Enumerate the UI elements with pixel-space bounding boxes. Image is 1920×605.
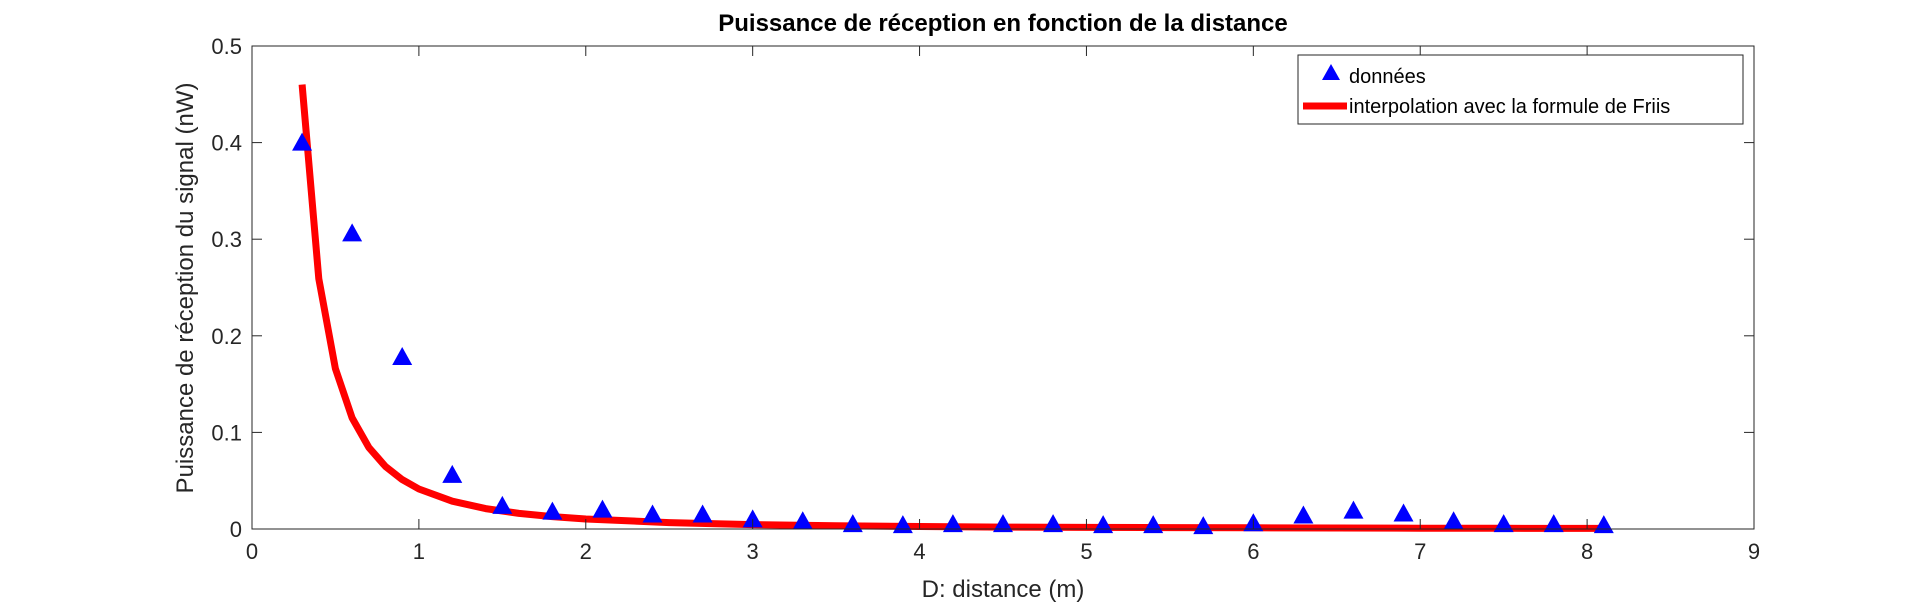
y-tick-label: 0.3 [211,227,242,252]
y-tick-label: 0.1 [211,420,242,445]
data-point [1343,500,1364,519]
points-layer [292,132,1614,535]
data-point [792,511,813,530]
ticks-layer: 0 1 2 3 4 5 6 7 8 9 0 0.1 0.2 0.3 0.4 0.5 [211,34,1760,564]
data-point [492,495,513,514]
x-tick-label: 5 [1080,539,1092,564]
data-point [1543,514,1564,533]
data-point [1043,514,1064,533]
y-axis-label: Puissance de réception du signal (nW) [172,83,199,494]
x-tick-label: 9 [1748,539,1760,564]
data-point [742,509,763,528]
x-tick-label: 1 [413,539,425,564]
data-point [692,504,713,523]
x-tick-label: 4 [913,539,925,564]
y-tick-label: 0.2 [211,324,242,349]
plot-frame [251,45,1755,530]
legend-box [1297,54,1744,125]
data-point [1193,516,1214,535]
y-tick-label: 0.4 [211,131,242,156]
y-tick-label: 0 [230,517,242,542]
x-tick-label: 2 [580,539,592,564]
data-point [542,501,563,520]
x-axis-label: D: distance (m) [922,576,1085,603]
data-point [642,504,663,523]
y-tick-label: 0.5 [211,34,242,59]
data-point [292,132,313,151]
data-point [342,223,363,242]
x-tick-label: 6 [1247,539,1259,564]
data-point [1493,514,1514,533]
data-point [442,464,463,483]
x-tick-label: 0 [246,539,258,564]
data-point [993,514,1013,533]
data-point [1293,505,1314,524]
x-tick-label: 8 [1581,539,1593,564]
legend-label-friis: interpolation avec la formule de Friis [1349,96,1670,118]
x-tick-label: 7 [1414,539,1426,564]
data-point [1393,503,1414,522]
legend-triangle-marker [1322,64,1340,80]
data-point [592,499,613,518]
legend-label-donnees: données [1349,66,1426,88]
data-point [392,347,413,366]
chart-title: Puissance de réception en fonction de la… [718,10,1287,37]
plot-area [252,46,1754,529]
x-tick-label: 3 [747,539,759,564]
data-point [1443,511,1464,530]
data-point [942,514,963,533]
data-point [842,514,863,533]
legend: données interpolation avec la formule de… [1297,54,1744,125]
